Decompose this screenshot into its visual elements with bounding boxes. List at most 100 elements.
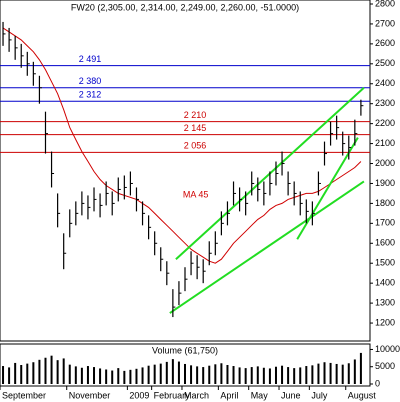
volume-bar — [274, 366, 277, 384]
chart-title: FW20 (2,305.00, 2,314.00, 2,249.00, 2,26… — [71, 2, 299, 12]
volume-bar — [141, 367, 144, 384]
volume-tick-label: 0 — [375, 378, 380, 388]
x-tick-label: May — [251, 390, 269, 400]
x-tick-label: March — [184, 390, 209, 400]
volume-bar — [38, 359, 41, 384]
volume-bar — [208, 365, 211, 384]
ma-label: MA 45 — [183, 190, 209, 200]
volume-bar — [250, 367, 253, 384]
volume-bar — [117, 368, 120, 384]
trendline — [169, 180, 365, 314]
y-tick-label: 2400 — [375, 78, 395, 88]
y-tick-label: 2300 — [375, 98, 395, 108]
y-tick-label: 2500 — [375, 58, 395, 68]
volume-bar — [196, 366, 199, 384]
volume-bar — [256, 366, 259, 384]
y-tick-label: 1600 — [375, 238, 395, 248]
x-tick-label: June — [281, 390, 301, 400]
ma-line — [2, 27, 362, 264]
level-label: 2 312 — [79, 90, 102, 100]
volume-bar — [220, 363, 223, 384]
volume-bar — [335, 363, 338, 384]
x-tick-label: July — [311, 390, 328, 400]
volume-bar — [14, 362, 17, 384]
y-tick-label: 2100 — [375, 138, 395, 148]
volume-bar — [190, 365, 193, 384]
y-tick-label: 1800 — [375, 198, 395, 208]
volume-frame — [0, 343, 371, 387]
volume-bar — [50, 355, 53, 384]
volume-bar — [44, 357, 47, 384]
volume-bar — [62, 358, 65, 384]
volume-bar — [56, 360, 59, 384]
volume-bar — [311, 365, 314, 384]
level-label: 2 491 — [79, 54, 102, 64]
volume-bar — [105, 369, 108, 384]
volume-tick-label: 10000 — [375, 344, 400, 354]
volume-bar — [323, 362, 326, 384]
x-tick-label: August — [348, 390, 377, 400]
volume-bar — [317, 363, 320, 384]
volume-bar — [93, 367, 96, 384]
volume-bar — [287, 367, 290, 384]
volume-bar — [353, 359, 356, 384]
level-label: 2 145 — [184, 123, 207, 133]
volume-bar — [214, 364, 217, 384]
y-tick-label: 2000 — [375, 158, 395, 168]
price-frame — [0, 0, 371, 342]
volume-bar — [232, 366, 235, 384]
volume-bar — [171, 359, 174, 384]
volume-bar — [153, 364, 156, 384]
y-tick-label: 1700 — [375, 218, 395, 228]
volume-tick-label: 5000 — [375, 361, 395, 371]
y-tick-label: 1200 — [375, 317, 395, 327]
volume-bar — [244, 368, 247, 384]
volume-bar — [111, 370, 114, 384]
volume-bar — [293, 368, 296, 384]
volume-bar — [147, 365, 150, 384]
y-tick-label: 2200 — [375, 118, 395, 128]
x-tick-label: November — [69, 390, 111, 400]
volume-bar — [262, 367, 265, 384]
volume-bar — [341, 364, 344, 384]
volume-bar — [184, 363, 186, 384]
volume-bar — [281, 365, 284, 384]
volume-bar — [2, 366, 5, 384]
volume-bar — [359, 352, 362, 384]
trendline — [296, 137, 359, 240]
volume-bar — [135, 368, 138, 384]
level-label: 2 210 — [184, 110, 207, 120]
y-tick-label: 2800 — [375, 0, 395, 8]
volume-bar — [329, 362, 332, 384]
level-label: 2 380 — [79, 76, 102, 86]
volume-bar — [165, 361, 168, 384]
volume-bar — [268, 368, 271, 384]
volume-bar — [299, 367, 302, 384]
volume-bar — [159, 363, 162, 384]
y-tick-label: 1400 — [375, 278, 395, 288]
volume-bar — [238, 367, 241, 384]
volume-bar — [20, 365, 23, 384]
x-tick-label: February — [154, 390, 191, 400]
x-tick-label: April — [220, 390, 238, 400]
volume-bar — [68, 364, 71, 384]
volume-bar — [305, 366, 308, 384]
y-tick-label: 2600 — [375, 38, 395, 48]
volume-bar — [226, 365, 229, 384]
y-tick-label: 1900 — [375, 178, 395, 188]
volume-bar — [129, 369, 132, 384]
x-tick-label: September — [2, 390, 46, 400]
volume-bar — [347, 363, 350, 384]
level-label: 2 056 — [184, 141, 207, 151]
volume-bar — [32, 362, 35, 384]
volume-bar — [8, 367, 11, 384]
volume-bar — [99, 368, 102, 384]
volume-bar — [123, 370, 126, 384]
volume-bar — [86, 366, 89, 384]
x-tick-label: 2009 — [129, 390, 149, 400]
volume-title: Volume (61,750) — [152, 345, 218, 355]
y-tick-label: 2700 — [375, 18, 395, 28]
y-tick-label: 1300 — [375, 297, 395, 307]
volume-bar — [80, 367, 83, 384]
